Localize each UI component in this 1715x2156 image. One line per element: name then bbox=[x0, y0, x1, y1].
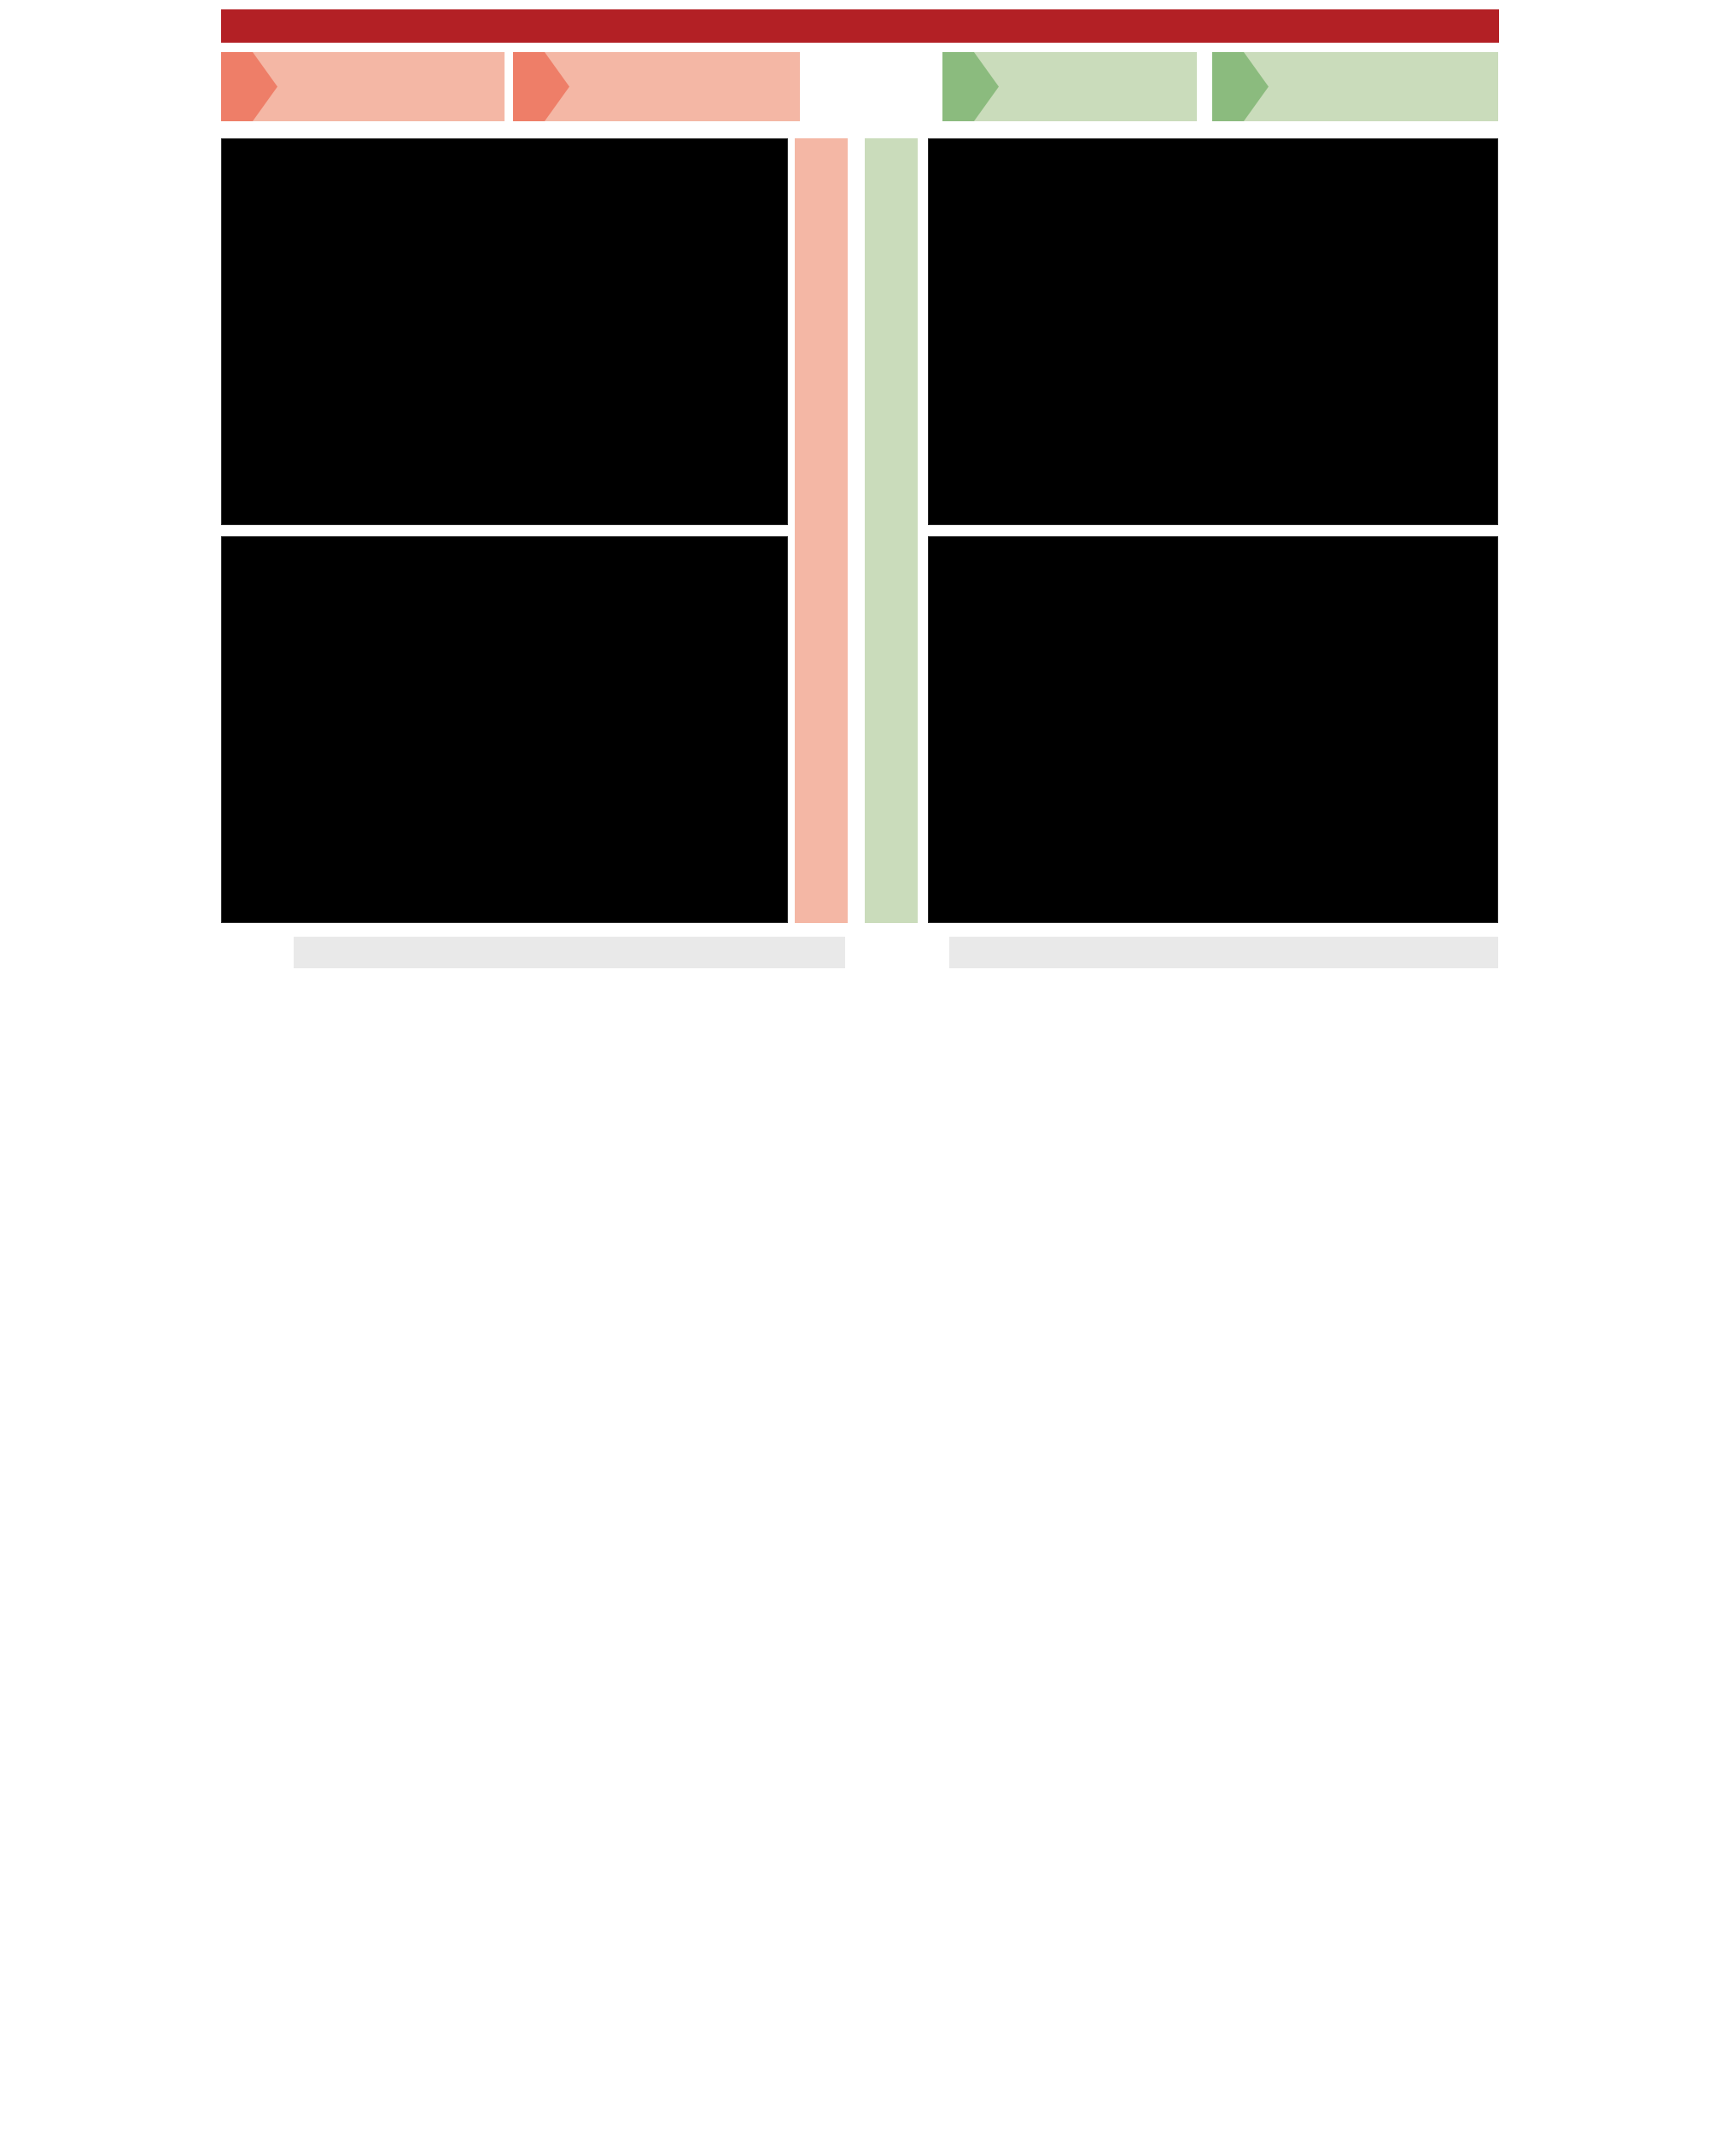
flow-arrow-label bbox=[544, 52, 800, 121]
flow-arrow-nica-ffr bbox=[942, 52, 1197, 121]
device-screen-a2-ffr bbox=[928, 138, 1498, 525]
flow-arrow-label bbox=[973, 52, 1197, 121]
nicardipine-strip bbox=[865, 138, 918, 923]
b2-annotation bbox=[999, 1023, 1000, 1094]
b1-title-bar bbox=[294, 937, 845, 968]
flow-arrow-papa-ffr bbox=[221, 52, 505, 121]
device-screen-a2-ppg bbox=[928, 536, 1498, 923]
b2-title-bar bbox=[949, 937, 1498, 968]
flow-arrow-papa-ppg bbox=[513, 52, 800, 121]
device-screen-a1-ffr bbox=[221, 138, 788, 525]
flow-arrow-label bbox=[252, 52, 505, 121]
device-screen-a1-ppg bbox=[221, 536, 788, 923]
b1-annotation bbox=[377, 1023, 378, 1094]
flow-arrow-label bbox=[1243, 52, 1498, 121]
banner-title bbox=[221, 9, 1499, 43]
recovery-time-label bbox=[794, 60, 934, 114]
flow-arrow-nica-ppg bbox=[1212, 52, 1498, 121]
papaverine-strip bbox=[795, 138, 848, 923]
